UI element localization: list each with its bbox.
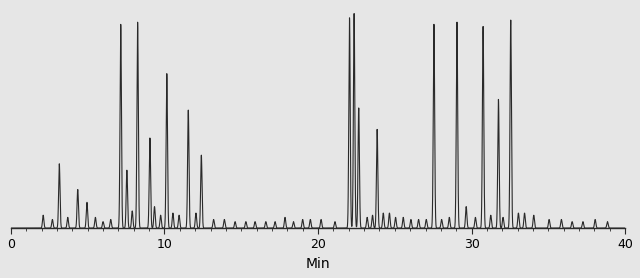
X-axis label: Min: Min <box>306 257 330 271</box>
